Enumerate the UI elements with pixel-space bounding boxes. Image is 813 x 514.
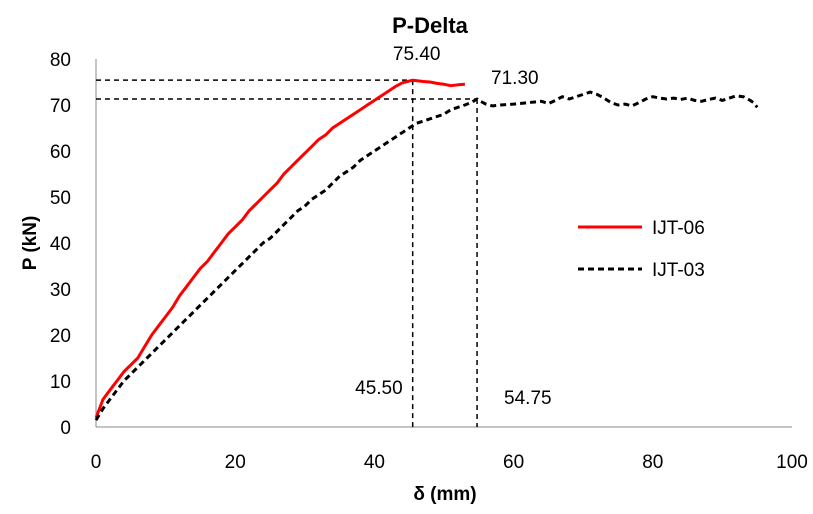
y-tick-label: 50 [50, 188, 71, 209]
x-tick-label: 80 [642, 452, 663, 473]
y-axis-title: P (kN) [20, 216, 41, 271]
y-tick-labels: 0 10 20 30 40 50 60 70 80 [50, 50, 71, 439]
delta-label-ijt-03: 54.75 [504, 388, 552, 409]
x-tick-label: 100 [776, 452, 808, 473]
series-line-ijt-06 [94, 78, 466, 419]
series-lines [94, 78, 759, 421]
x-tick-label: 60 [503, 452, 524, 473]
y-tick-label: 70 [50, 96, 71, 117]
series-line-ijt-03 [94, 90, 759, 421]
y-tick-label: 10 [50, 372, 71, 393]
reference-lines [96, 79, 478, 427]
y-tick-label: 30 [50, 280, 71, 301]
plot-area [95, 59, 792, 428]
chart-title: P-Delta [392, 13, 469, 38]
y-tick-label: 20 [50, 326, 71, 347]
legend: IJT-06 IJT-03 [578, 218, 705, 281]
peak-load-label-ijt-06: 75.40 [393, 44, 441, 65]
y-tick-label: 40 [50, 234, 71, 255]
y-tick-label: 60 [50, 142, 71, 163]
y-tick-label: 0 [60, 418, 71, 439]
x-tick-labels: 0 20 40 60 80 100 [91, 452, 808, 473]
peak-load-label-ijt-03: 71.30 [491, 68, 539, 89]
x-axis-title: δ (mm) [413, 484, 476, 505]
legend-label-ijt-03: IJT-03 [652, 260, 705, 281]
y-tick-label: 80 [50, 50, 71, 71]
x-tick-label: 20 [225, 452, 246, 473]
x-tick-label: 0 [91, 452, 102, 473]
value-annotations: 75.40 71.30 45.50 54.75 [355, 44, 551, 409]
x-tick-label: 40 [364, 452, 385, 473]
delta-label-ijt-06: 45.50 [355, 378, 403, 399]
legend-label-ijt-06: IJT-06 [652, 218, 705, 239]
